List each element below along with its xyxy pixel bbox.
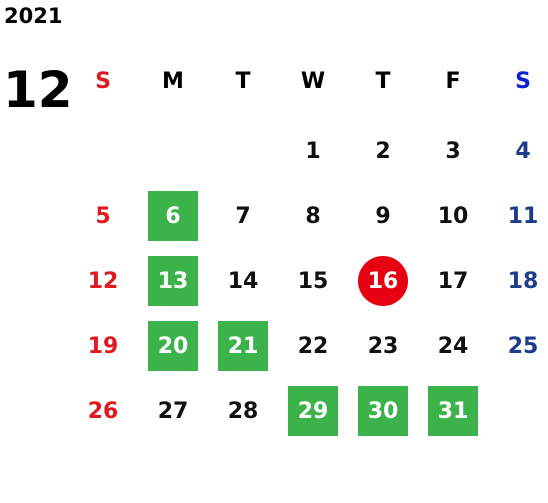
day: 4 — [515, 138, 531, 164]
day: 28 — [227, 398, 259, 424]
weekday-label: W — [300, 68, 326, 94]
day: 7 — [235, 203, 251, 229]
day: 18 — [507, 268, 539, 294]
weekday-label: T — [235, 68, 251, 94]
day: 8 — [305, 203, 321, 229]
day: 20 — [148, 321, 198, 371]
weekday-label: T — [375, 68, 391, 94]
day: 24 — [437, 333, 469, 359]
day: 29 — [288, 386, 338, 436]
day: 2 — [375, 138, 391, 164]
weekday-label: S — [95, 68, 111, 94]
day: 17 — [437, 268, 469, 294]
day: 11 — [507, 203, 539, 229]
day: 15 — [297, 268, 329, 294]
day: 26 — [87, 398, 119, 424]
day: 31 — [428, 386, 478, 436]
day: 21 — [218, 321, 268, 371]
weekday-label: S — [515, 68, 531, 94]
day: 23 — [367, 333, 399, 359]
day: 5 — [95, 203, 111, 229]
month: 12 — [3, 61, 73, 119]
weekday-label: F — [445, 68, 461, 94]
day: 19 — [87, 333, 119, 359]
day: 13 — [148, 256, 198, 306]
day: 10 — [437, 203, 469, 229]
weekday-label: M — [162, 68, 184, 94]
day: 9 — [375, 203, 391, 229]
day: 12 — [87, 268, 119, 294]
day: 1 — [305, 138, 321, 164]
day: 6 — [148, 191, 198, 241]
day: 30 — [358, 386, 408, 436]
day: 3 — [445, 138, 461, 164]
day: 27 — [157, 398, 189, 424]
day: 25 — [507, 333, 539, 359]
day: 14 — [227, 268, 259, 294]
day: 16 — [358, 256, 408, 306]
year: 2021 — [4, 4, 63, 28]
day: 22 — [297, 333, 329, 359]
